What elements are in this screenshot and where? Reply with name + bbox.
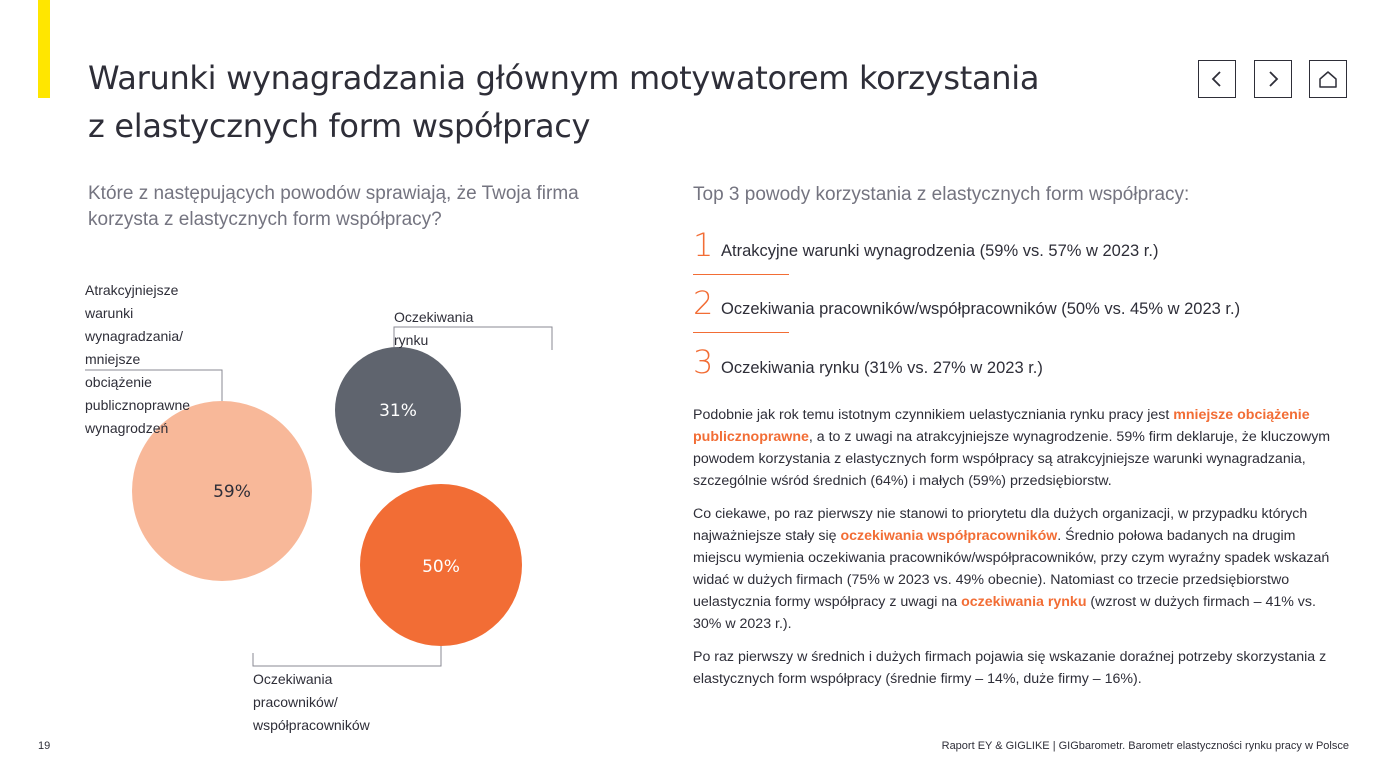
bubble-value-employees: 50% — [422, 557, 460, 577]
page-number: 19 — [38, 740, 51, 752]
bubble-label-employees: Oczekiwania pracowników/ współpracownikó… — [253, 668, 370, 737]
leader-line-employees — [252, 640, 442, 667]
top3-title: Top 3 powody korzystania z elastycznych … — [693, 184, 1190, 205]
leader-line-market — [393, 326, 553, 350]
top3-item-text: Oczekiwania pracowników/współpracowników… — [721, 300, 1241, 318]
survey-question-line2: korzysta z elastycznych form współpracy? — [88, 209, 442, 230]
footer-report-title: Raport EY & GIGLIKE | GIGbarometr. Barom… — [941, 740, 1349, 752]
body-paragraph-2: Co ciekawe, po raz pierwszy nie stanowi … — [693, 503, 1343, 635]
survey-question-line1: Które z następujących powodów sprawiają,… — [88, 183, 579, 204]
highlight-text: oczekiwania współpracowników — [840, 528, 1058, 544]
bubble-label-line: Oczekiwania rynku — [394, 309, 474, 348]
top3-item-number: 3 — [693, 343, 714, 381]
body-paragraph-1: Podobnie jak rok temu istotnym czynnikie… — [693, 404, 1343, 492]
top3-item: 2 Oczekiwania pracowników/współpracownik… — [693, 284, 1240, 322]
bubble-value-market: 31% — [379, 401, 417, 421]
bubble-label-line: wynagrodzeń — [85, 420, 169, 436]
top3-item-text: Oczekiwania rynku (31% vs. 27% w 2023 r.… — [721, 359, 1043, 377]
bubble-label-market: Oczekiwania rynku — [394, 306, 473, 352]
accent-bar — [38, 0, 50, 98]
top3-divider — [693, 274, 789, 275]
text-run: Co ciekawe, po raz pierwszy nie stanowi … — [693, 506, 1308, 544]
bubble-label-line: Atrakcyjniejsze warunki — [85, 282, 179, 321]
text-run: . Średnio połowa badanych na drugim miej… — [693, 528, 1330, 610]
top3-item-number: 1 — [693, 226, 714, 264]
bubble-market — [335, 347, 461, 473]
bubble-label-line: wynagradzania/ mniejsze — [85, 328, 184, 367]
top3-item-number: 2 — [693, 284, 714, 322]
text-run: Podobnie jak rok temu istotnym czynnikie… — [693, 407, 1174, 423]
body-paragraph-3: Po raz pierwszy w średnich i dużych firm… — [693, 649, 1327, 687]
bubble-label-line: współpracowników — [253, 717, 370, 733]
bubble-value-remuneration: 59% — [213, 482, 251, 502]
chevron-left-icon — [1211, 71, 1221, 87]
page-title: Warunki wynagradzania głównym motywatore… — [88, 54, 1148, 150]
bubble-label-remuneration: Atrakcyjniejsze warunki wynagradzania/ m… — [85, 279, 190, 440]
text-run: (wzrost w dużych firmach – 41% vs. 30% w… — [693, 594, 1316, 632]
bubble-chart-svg: 59% 31% 50% — [85, 326, 553, 667]
highlight-text: oczekiwania rynku — [961, 594, 1087, 610]
text-run: , a to z uwagi na atrakcyjniejsze wynagr… — [693, 429, 1331, 489]
leader-line-remuneration — [85, 369, 223, 405]
chevron-right-icon — [1269, 71, 1279, 87]
page-title-line2: z elastycznych form współpracy — [88, 107, 591, 145]
page-title-line1: Warunki wynagradzania głównym motywatore… — [88, 59, 1040, 97]
highlight-text: mniejsze obciążenie publicznoprawne — [693, 407, 1310, 445]
body-text: Podobnie jak rok temu istotnym czynnikie… — [693, 404, 1343, 701]
top3-item-text: Atrakcyjne warunki wynagrodzenia (59% vs… — [721, 242, 1159, 260]
bubble-remuneration — [132, 401, 312, 581]
bubble-label-line: obciążenie publicznoprawne — [85, 374, 191, 413]
next-button[interactable] — [1254, 60, 1292, 98]
top3-divider — [693, 332, 789, 333]
home-icon — [1319, 71, 1337, 88]
home-button[interactable] — [1309, 60, 1347, 98]
bubble-employees — [360, 484, 522, 646]
bubble-label-line: Oczekiwania pracowników/ — [253, 671, 338, 710]
top3-item: 1 Atrakcyjne warunki wynagrodzenia (59% … — [693, 226, 1158, 264]
top3-item: 3 Oczekiwania rynku (31% vs. 27% w 2023 … — [693, 343, 1043, 381]
prev-button[interactable] — [1198, 60, 1236, 98]
survey-question: Które z następujących powodów sprawiają,… — [88, 181, 648, 233]
